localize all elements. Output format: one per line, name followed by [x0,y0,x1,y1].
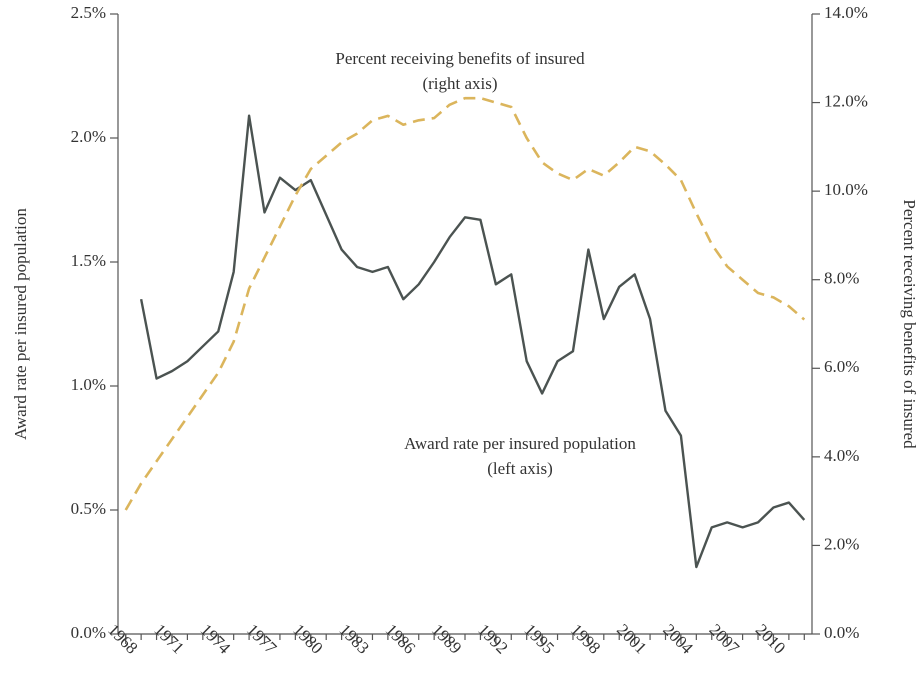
y2-tick-label: 0.0% [824,623,859,642]
x-tick-label: 2010 [752,620,789,657]
y-tick-label: 0.0% [71,623,106,642]
y2-axis-title: Percent receiving benefits of insured [900,199,919,449]
y-tick-label: 2.0% [71,127,106,146]
y-tick-label: 0.5% [71,499,106,518]
series-line [139,114,806,569]
series-annotation-note: (right axis) [422,74,497,93]
y2-tick-label: 2.0% [824,534,859,553]
x-tick-label: 2007 [706,620,744,658]
x-tick-label: 1971 [150,620,187,657]
x-tick-label: 2001 [613,620,650,657]
y-tick-label: 1.0% [71,375,106,394]
x-tick-label: 2004 [659,620,697,658]
y-tick-label: 2.5% [71,3,106,22]
y-axis-title: Award rate per insured population [11,208,30,440]
x-tick-label: 1989 [428,620,465,657]
series-annotation: Percent receiving benefits of insured [335,49,585,68]
y2-tick-label: 4.0% [824,446,859,465]
series-annotation-note: (left axis) [487,459,553,478]
x-tick-label: 1998 [567,620,604,657]
y2-tick-label: 12.0% [824,91,868,110]
y2-tick-label: 6.0% [824,357,859,376]
series-annotation: Award rate per insured population [404,434,636,453]
x-tick-label: 1974 [197,620,235,658]
y-tick-label: 1.5% [71,251,106,270]
x-tick-label: 1983 [335,620,372,657]
x-tick-label: 1968 [104,620,141,657]
x-tick-label: 1980 [289,620,326,657]
series-line [124,96,806,511]
x-tick-label: 1995 [520,620,557,657]
x-tick-label: 1986 [382,620,419,657]
y2-tick-label: 10.0% [824,180,868,199]
y2-tick-label: 8.0% [824,269,859,288]
y2-tick-label: 14.0% [824,3,868,22]
x-tick-label: 1977 [243,620,281,658]
x-tick-label: 1992 [474,620,511,657]
